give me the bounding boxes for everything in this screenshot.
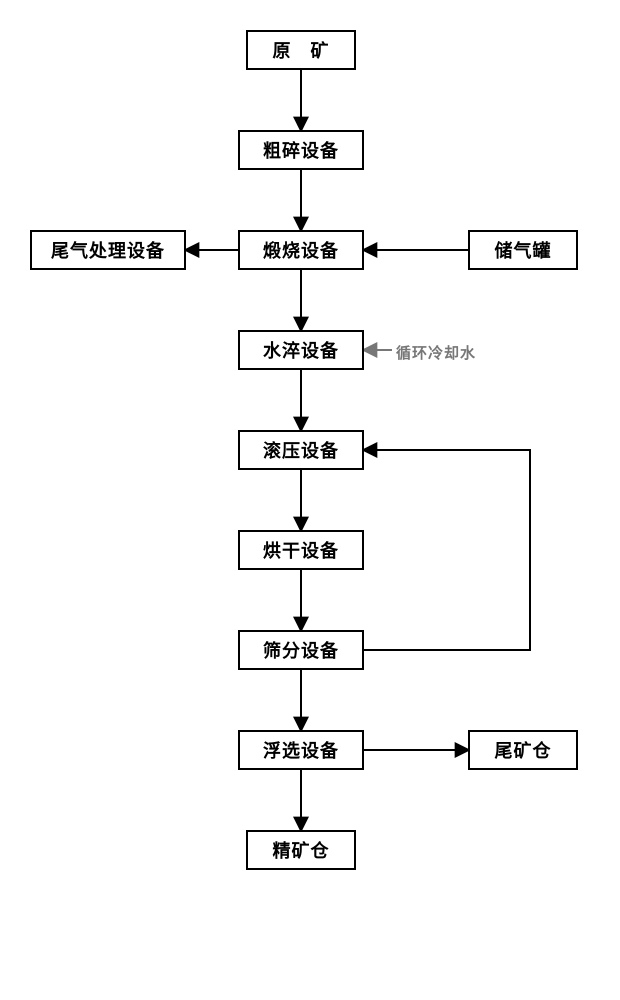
node-drying: 烘干设备	[238, 530, 364, 570]
node-coarse-crush: 粗碎设备	[238, 130, 364, 170]
edge-screening-to-rolling	[364, 450, 530, 650]
node-water-quench: 水淬设备	[238, 330, 364, 370]
node-rolling: 滚压设备	[238, 430, 364, 470]
node-tailings-bin: 尾矿仓	[468, 730, 578, 770]
node-screening: 筛分设备	[238, 630, 364, 670]
label-cooling-water: 循环冷却水	[396, 342, 476, 363]
node-calcination: 煅烧设备	[238, 230, 364, 270]
node-raw-ore: 原 矿	[246, 30, 356, 70]
node-tailgas: 尾气处理设备	[30, 230, 186, 270]
node-concentrate-bin: 精矿仓	[246, 830, 356, 870]
node-gas-tank: 储气罐	[468, 230, 578, 270]
node-flotation: 浮选设备	[238, 730, 364, 770]
